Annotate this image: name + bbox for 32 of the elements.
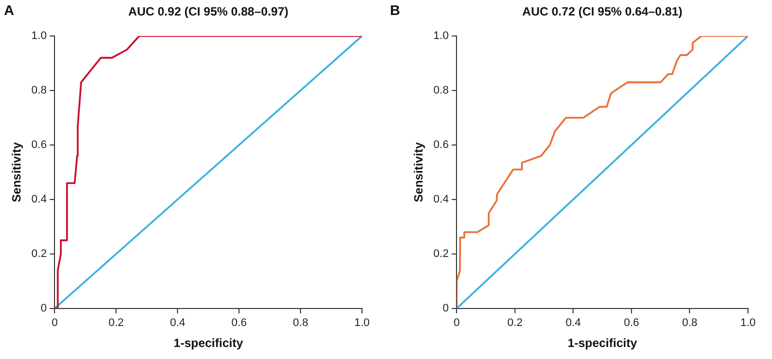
y-tick-label: 0.2 [31,248,47,260]
x-axis-title: 1-specificity [174,336,244,350]
x-tick-label: 0.4 [566,317,581,330]
text: A [4,2,14,18]
y-tick-label: 0.8 [31,84,47,97]
y-axis-title: Sensitivity [412,142,426,202]
y-tick-label: 0.8 [433,84,449,97]
y-tick-label: 0.4 [433,193,449,206]
y-tick-label: 0.6 [31,138,47,151]
x-tick-label: 0 [52,317,58,330]
x-tick-label: 1.0 [740,317,756,330]
x-tick-label: 0 [454,317,460,330]
y-tick-label: 0.2 [433,248,449,260]
x-tick-label: 0.2 [507,317,523,330]
chart-title: AUC 0.92 (CI 95% 0.88–0.97) [128,4,288,18]
y-axis-title: Sensitivity [10,142,24,202]
x-tick-label: 0.6 [231,317,247,330]
x-tick-label: 0.8 [292,317,308,330]
y-tick-label: 1.0 [433,30,449,42]
text: B [390,2,400,18]
y-tick-label: 0.4 [31,193,47,206]
y-tick-label: 0.6 [433,138,449,151]
x-tick-label: 0.4 [170,317,186,330]
y-tick-label: 0 [40,302,47,314]
y-tick-label: 0 [442,302,449,314]
x-tick-label: 0.2 [108,317,124,330]
y-tick-label: 1.0 [31,30,47,42]
chart-title: AUC 0.72 (CI 95% 0.64–0.81) [522,4,682,18]
x-tick-label: 0.8 [682,317,698,330]
x-axis-title: 1-specificity [568,336,638,350]
x-tick-label: 1.0 [354,317,370,330]
x-tick-label: 0.6 [624,317,640,330]
